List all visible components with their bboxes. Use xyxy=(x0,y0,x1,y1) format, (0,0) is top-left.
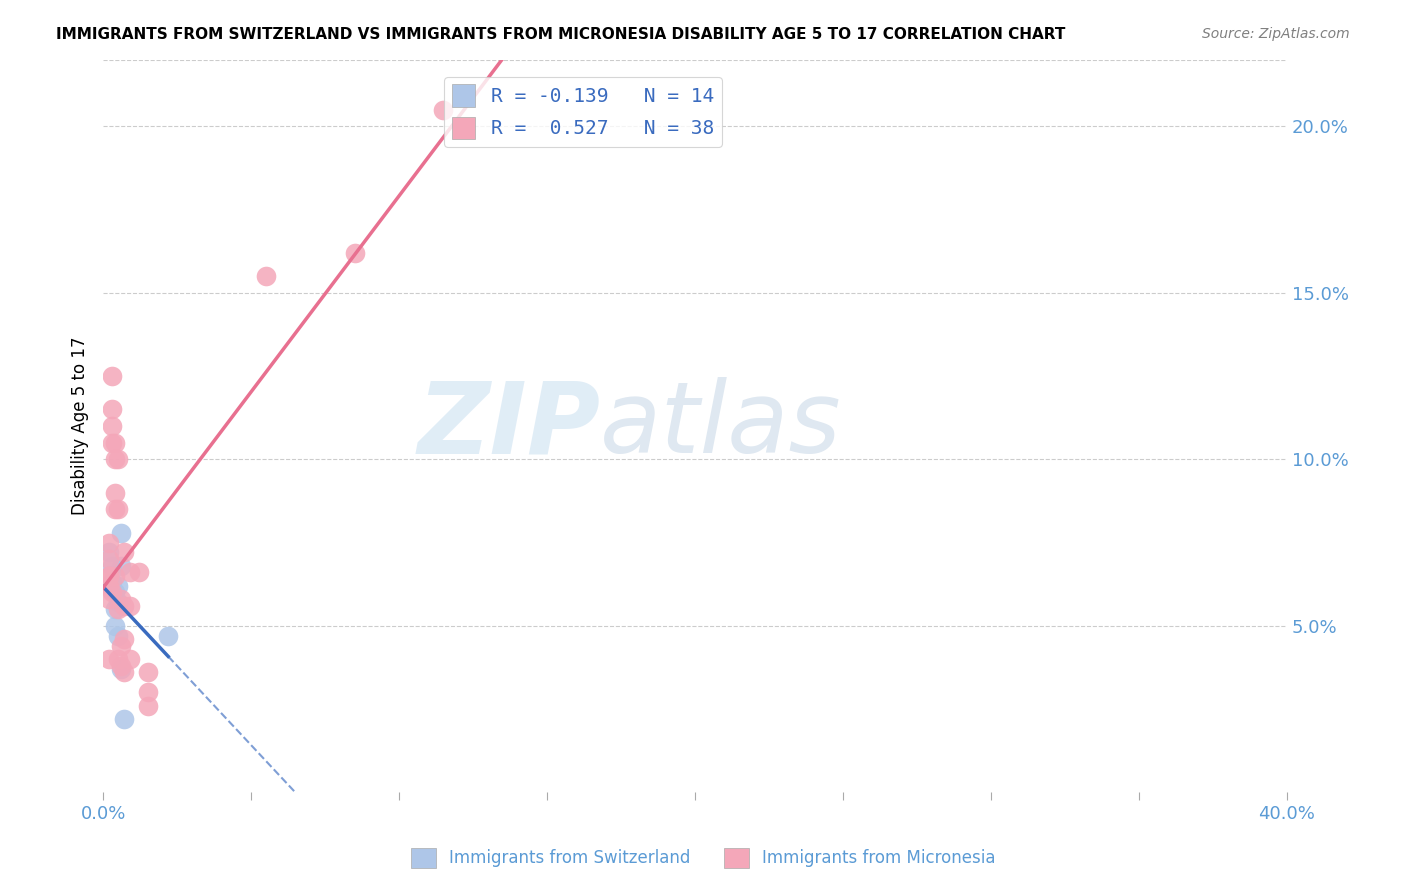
Point xyxy=(104,435,127,450)
Point xyxy=(112,599,135,613)
Point xyxy=(101,419,124,434)
Point xyxy=(118,652,141,666)
Point xyxy=(112,712,135,726)
Point xyxy=(110,662,132,676)
Point xyxy=(110,658,132,673)
Point xyxy=(98,535,121,549)
Text: Source: ZipAtlas.com: Source: ZipAtlas.com xyxy=(1202,27,1350,41)
Point xyxy=(104,619,127,633)
Point xyxy=(112,545,135,559)
Point xyxy=(98,569,121,583)
Point xyxy=(104,502,127,516)
Point xyxy=(110,558,132,573)
Text: ZIP: ZIP xyxy=(418,377,600,475)
Point xyxy=(98,652,121,666)
Point xyxy=(101,558,124,573)
Text: IMMIGRANTS FROM SWITZERLAND VS IMMIGRANTS FROM MICRONESIA DISABILITY AGE 5 TO 17: IMMIGRANTS FROM SWITZERLAND VS IMMIGRANT… xyxy=(56,27,1066,42)
Legend: Immigrants from Switzerland, Immigrants from Micronesia: Immigrants from Switzerland, Immigrants … xyxy=(404,841,1002,875)
Point xyxy=(101,369,124,384)
Point xyxy=(101,435,124,450)
Point xyxy=(101,402,124,417)
Y-axis label: Disability Age 5 to 17: Disability Age 5 to 17 xyxy=(72,336,89,516)
Point xyxy=(107,452,129,467)
Point xyxy=(110,592,132,607)
Point xyxy=(104,585,127,599)
Point xyxy=(107,502,129,516)
Point xyxy=(98,569,121,583)
Point xyxy=(118,566,141,580)
Point xyxy=(128,566,150,580)
Point xyxy=(107,629,129,643)
Point xyxy=(107,595,129,609)
Point xyxy=(136,665,159,680)
Text: atlas: atlas xyxy=(600,377,842,475)
Point xyxy=(112,665,135,680)
Point xyxy=(101,585,124,599)
Point xyxy=(107,652,129,666)
Point xyxy=(136,698,159,713)
Point xyxy=(112,632,135,646)
Point xyxy=(98,552,121,566)
Point xyxy=(107,579,129,593)
Point xyxy=(136,685,159,699)
Point xyxy=(98,592,121,607)
Point xyxy=(104,485,127,500)
Point xyxy=(98,545,121,559)
Point xyxy=(104,602,127,616)
Point xyxy=(157,629,180,643)
Point xyxy=(254,269,277,284)
Point xyxy=(101,575,124,590)
Point xyxy=(110,639,132,653)
Point xyxy=(432,103,454,117)
Point xyxy=(343,245,366,260)
Point xyxy=(107,602,129,616)
Point xyxy=(110,525,132,540)
Point xyxy=(104,569,127,583)
Point xyxy=(98,579,121,593)
Point xyxy=(104,452,127,467)
Point xyxy=(118,599,141,613)
Legend: R = -0.139   N = 14, R =  0.527   N = 38: R = -0.139 N = 14, R = 0.527 N = 38 xyxy=(444,77,723,147)
